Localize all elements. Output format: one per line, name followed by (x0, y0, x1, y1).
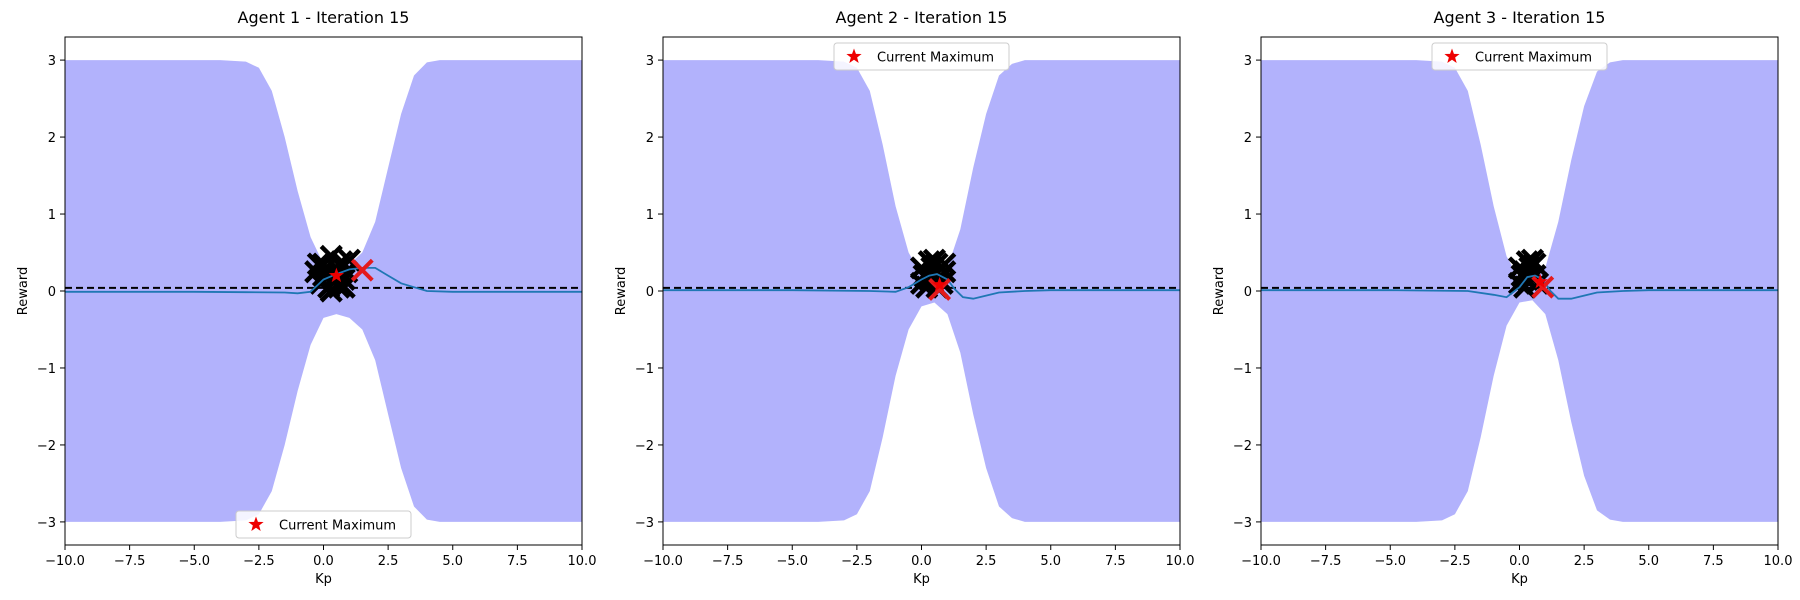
x-tick-label: −2.5 (243, 554, 275, 569)
y-tick-label: −3 (1233, 516, 1252, 531)
x-tick-label: −2.5 (1439, 554, 1471, 569)
plot-area (65, 60, 582, 522)
x-tick-label: 7.5 (1105, 554, 1126, 569)
current-maximum-point (931, 276, 948, 292)
observation-point (1513, 260, 1537, 284)
y-tick-label: 0 (1244, 285, 1252, 300)
legend-label: Current Maximum (279, 519, 396, 534)
chart-title: Agent 1 - Iteration 15 (238, 8, 410, 27)
chart-panel-3: −10.0 −7.5 −5.0 −2.5 0.0 2.5 5.0 7.5 10.0 −3 −2 −1 0… (1212, 8, 1792, 587)
plot-area (1261, 60, 1778, 522)
x-tick-label: 10.0 (1166, 554, 1195, 569)
y-tick-label: 1 (646, 208, 654, 223)
red-star-icon (846, 48, 862, 63)
y-tick-label: 1 (48, 208, 56, 223)
current-maximum-point (1532, 273, 1548, 289)
y-tick-label: 2 (1244, 131, 1252, 146)
x-tick-label: 5.0 (1638, 554, 1659, 569)
red-star-icon (248, 516, 264, 531)
x-tick-label: −10.0 (1241, 554, 1281, 569)
y-tick-label: −1 (1233, 362, 1252, 377)
x-tick-label: 2.5 (976, 554, 997, 569)
x-tick-label: 7.5 (507, 554, 528, 569)
x-tick-label: −7.5 (114, 554, 146, 569)
y-tick-label: 2 (646, 131, 654, 146)
x-tick-label: −5.0 (776, 554, 808, 569)
x-tick-label: 10.0 (1764, 554, 1793, 569)
x-tick-label: −7.5 (712, 554, 744, 569)
chart-panel-1: −10.0 −7.5 −5.0 −2.5 0.0 2.5 5.0 7.5 10.0 −3 −2 −1 0… (16, 8, 596, 587)
observation-point (306, 252, 330, 276)
x-tick-label: −2.5 (841, 554, 873, 569)
y-tick-label: 0 (48, 285, 56, 300)
x-tick-label: 5.0 (1040, 554, 1061, 569)
legend: Current Maximum (833, 42, 1010, 71)
y-tick-label: −3 (635, 516, 654, 531)
legend-label: Current Maximum (877, 51, 994, 66)
y-tick-label: 3 (1244, 54, 1252, 69)
x-tick-label: 7.5 (1703, 554, 1724, 569)
x-tick-label: −5.0 (1374, 554, 1406, 569)
legend: Current Maximum (235, 510, 412, 539)
x-tick-label: 2.5 (1574, 554, 1595, 569)
y-tick-label: 3 (646, 54, 654, 69)
legend: Current Maximum (1431, 42, 1608, 71)
red-star-icon (1444, 48, 1460, 63)
x-tick-label: −7.5 (1310, 554, 1342, 569)
x-tick-label: 2.5 (378, 554, 399, 569)
legend-box (833, 42, 1010, 71)
observation-point (1507, 271, 1532, 295)
x-tick-label: 5.0 (442, 554, 463, 569)
x-tick-label: −5.0 (178, 554, 210, 569)
y-tick-label: 0 (646, 285, 654, 300)
x-axis-label: Kp (1511, 572, 1528, 587)
observation-point (319, 279, 343, 303)
y-tick-label: −2 (37, 439, 56, 454)
y-axis-label: Reward (1212, 267, 1227, 315)
y-tick-label: 3 (48, 54, 56, 69)
chart-panel-2: −10.0 −7.5 −5.0 −2.5 0.0 2.5 5.0 7.5 10.0 −3 −2 −1 0… (614, 8, 1194, 587)
current-maximum-point (328, 267, 345, 283)
legend-box (1431, 42, 1608, 71)
y-axis-label: Reward (614, 267, 629, 315)
y-tick-label: −1 (37, 362, 56, 377)
plot-area (663, 60, 1180, 522)
x-tick-label: −10.0 (643, 554, 683, 569)
y-tick-label: −3 (37, 516, 56, 531)
latest-sample-point (350, 258, 374, 282)
x-tick-label: 10.0 (568, 554, 597, 569)
legend-label: Current Maximum (1475, 51, 1592, 66)
x-tick-label: −10.0 (45, 554, 85, 569)
observation-point (332, 275, 356, 299)
y-tick-label: 1 (1244, 208, 1252, 223)
mean-line (65, 267, 582, 295)
chart-title: Agent 3 - Iteration 15 (1434, 8, 1606, 27)
x-axis-label: Kp (315, 572, 332, 587)
y-tick-label: −2 (635, 439, 654, 454)
observation-point (330, 250, 354, 274)
y-tick-label: −1 (635, 362, 654, 377)
chart-title: Agent 2 - Iteration 15 (836, 8, 1008, 27)
observation-point (311, 264, 336, 288)
y-axis-label: Reward (16, 267, 31, 315)
y-tick-label: −2 (1233, 439, 1252, 454)
legend-box (235, 510, 412, 539)
x-tick-label: 0.0 (911, 554, 932, 569)
y-tick-label: 2 (48, 131, 56, 146)
x-axis-label: Kp (913, 572, 930, 587)
x-tick-label: 0.0 (1509, 554, 1530, 569)
x-tick-label: 0.0 (313, 554, 334, 569)
